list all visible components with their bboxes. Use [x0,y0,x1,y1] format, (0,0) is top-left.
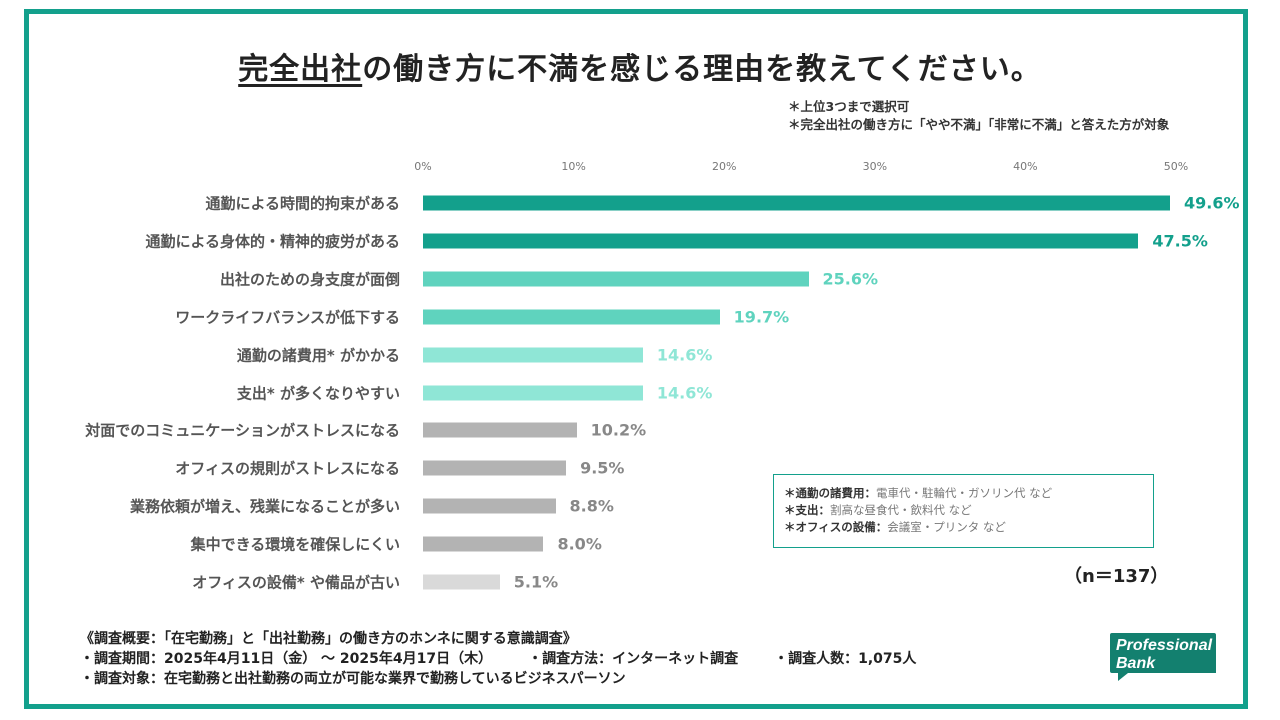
data-label: 19.7% [733,307,790,327]
definitions-box: ＊通勤の諸費用：電車代・駐輪代・ガソリン代 など ＊支出：割高な昼食代・飲料代 … [773,474,1154,548]
data-label: 8.0% [557,534,602,554]
definition-desc: 電車代・駐輪代・ガソリン代 など [876,486,1053,500]
definition-desc: 割高な昼食代・飲料代 など [830,503,972,517]
data-label: 47.5% [1152,231,1208,251]
category-label: 通勤による時間的拘束がある [205,194,400,213]
bar [423,385,643,400]
survey-method: ・調査方法：インターネット調査 [528,651,739,667]
category-label: オフィスの規則がストレスになる [175,459,400,478]
definition-desc: 会議室・プリンタ など [887,520,1006,534]
logo-text-line1: Professional [1116,637,1213,654]
category-label: ワークライフバランスが低下する [175,308,400,327]
bar [423,536,544,552]
chart-notes: ＊上位3つまで選択可 ＊完全出社の働き方に「やや不満」「非常に不満」と答えた方が… [788,98,1169,134]
data-label: 9.5% [580,458,625,478]
data-label: 25.6% [822,269,879,289]
x-tick-label: 10% [561,160,586,173]
title-underlined: 完全出社 [238,52,363,87]
note-top3: ＊上位3つまで選択可 [788,99,910,114]
category-label: 対面でのコミュニケーションがストレスになる [85,421,400,440]
x-tick-label: 0% [414,160,432,173]
definition-term: ＊支出： [784,503,830,517]
bar [423,498,556,514]
data-label: 49.6% [1183,193,1240,213]
note-target: ＊完全出社の働き方に「やや不満」「非常に不満」と答えた方が対象 [788,117,1170,132]
data-label: 8.8% [569,496,614,516]
data-label: 10.2% [590,420,647,440]
bar [423,309,720,325]
category-label: 通勤による身体的・精神的疲労がある [145,232,400,251]
bar [423,195,1170,211]
category-label: オフィスの設備* や備品が古い [192,573,400,592]
bar [423,271,809,287]
survey-period: ・調査期間：2025年4月11日（金） ～ 2025年4月17日（木） [80,651,493,667]
category-label: 通勤の諸費用* がかかる [236,346,400,365]
bar [423,347,643,363]
bar [423,233,1139,249]
survey-respondents: ・調査人数：1,075人 [774,651,917,667]
category-label: 出社のための身支度が面倒 [219,270,400,289]
definition-commute: ＊通勤の諸費用：電車代・駐輪代・ガソリン代 など [784,485,1143,502]
survey-target: ・調査対象：在宅勤務と出社勤務の両立が可能な業界で勤務しているビジネスパーソン [80,671,626,687]
logo-text-line2: Bank [1116,655,1156,672]
chart-title: 完全出社の働き方に不満を感じる理由を教えてください。 [0,44,1280,88]
title-rest: の働き方に不満を感じる理由を教えてください。 [362,52,1042,87]
category-label: 集中できる環境を確保しにくい [190,535,400,554]
sample-size: （n＝137） [1064,566,1169,587]
category-label: 業務依頼が増え、残業になることが多い [129,497,400,516]
data-label: 14.6% [656,383,713,402]
definition-equipment: ＊オフィスの設備：会議室・プリンタ など [784,519,1143,536]
bar [423,422,577,438]
x-tick-label: 40% [1013,160,1038,173]
slide-frame [24,9,1248,709]
survey-summary: 《調査概要：「在宅勤務」と「出社勤務」の働き方のホンネに関する意識調査》 ・調査… [80,629,916,689]
bar [423,460,567,476]
survey-heading: 《調査概要：「在宅勤務」と「出社勤務」の働き方のホンネに関する意識調査》 [80,631,577,647]
category-label: 支出* が多くなりやすい [236,384,400,402]
definition-expense: ＊支出：割高な昼食代・飲料代 など [784,502,1143,519]
x-tick-label: 30% [862,160,888,173]
definition-term: ＊通勤の諸費用： [784,486,876,500]
logo-shape [1110,633,1216,681]
professional-bank-logo: Professional Bank [1110,633,1216,681]
survey-meta-row: ・調査期間：2025年4月11日（金） ～ 2025年4月17日（木） ・調査方法… [80,649,916,669]
bar [423,574,500,590]
data-label: 14.6% [656,345,713,365]
x-tick-label: 20% [711,160,737,173]
definition-term: ＊オフィスの設備： [784,520,888,534]
data-label: 5.1% [513,572,559,592]
x-tick-label: 50% [1163,160,1189,173]
